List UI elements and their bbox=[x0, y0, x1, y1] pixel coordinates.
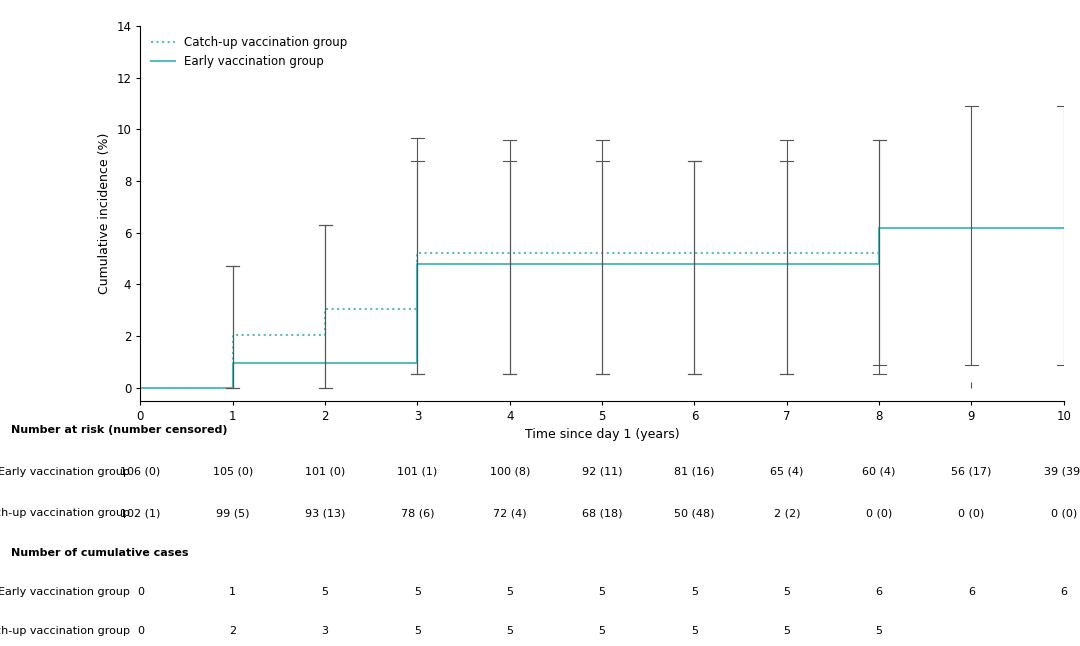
Text: 6: 6 bbox=[1061, 587, 1067, 597]
Text: 0 (0): 0 (0) bbox=[958, 508, 985, 519]
Text: 65 (4): 65 (4) bbox=[770, 466, 804, 477]
Text: 60 (4): 60 (4) bbox=[863, 466, 895, 477]
Text: 5: 5 bbox=[598, 587, 606, 597]
Text: 5: 5 bbox=[783, 626, 791, 636]
Text: 5: 5 bbox=[322, 587, 328, 597]
Text: Number at risk (number censored): Number at risk (number censored) bbox=[11, 425, 227, 435]
Text: 68 (18): 68 (18) bbox=[582, 508, 622, 519]
Text: 1: 1 bbox=[229, 587, 237, 597]
Text: 2 (2): 2 (2) bbox=[773, 508, 800, 519]
Legend: Catch-up vaccination group, Early vaccination group: Catch-up vaccination group, Early vaccin… bbox=[146, 32, 352, 73]
Text: 5: 5 bbox=[507, 587, 513, 597]
Text: 102 (1): 102 (1) bbox=[120, 508, 161, 519]
Text: 101 (1): 101 (1) bbox=[397, 466, 437, 477]
X-axis label: Time since day 1 (years): Time since day 1 (years) bbox=[525, 428, 679, 441]
Text: Early vaccination group: Early vaccination group bbox=[0, 466, 130, 477]
Text: 56 (17): 56 (17) bbox=[951, 466, 991, 477]
Text: 101 (0): 101 (0) bbox=[305, 466, 346, 477]
Text: 50 (48): 50 (48) bbox=[674, 508, 715, 519]
Text: 92 (11): 92 (11) bbox=[582, 466, 622, 477]
Text: 3: 3 bbox=[322, 626, 328, 636]
Y-axis label: Cumulative incidence (%): Cumulative incidence (%) bbox=[98, 132, 111, 294]
Text: 0 (0): 0 (0) bbox=[1051, 508, 1077, 519]
Text: 0 (0): 0 (0) bbox=[866, 508, 892, 519]
Text: Catch-up vaccination group: Catch-up vaccination group bbox=[0, 508, 130, 519]
Text: 72 (4): 72 (4) bbox=[492, 508, 527, 519]
Text: Early vaccination group: Early vaccination group bbox=[0, 587, 130, 597]
Text: 6: 6 bbox=[968, 587, 975, 597]
Text: 106 (0): 106 (0) bbox=[120, 466, 161, 477]
Text: 81 (16): 81 (16) bbox=[674, 466, 715, 477]
Text: 100 (8): 100 (8) bbox=[489, 466, 530, 477]
Text: 5: 5 bbox=[414, 626, 421, 636]
Text: Number of cumulative cases: Number of cumulative cases bbox=[11, 548, 188, 557]
Text: 5: 5 bbox=[783, 587, 791, 597]
Text: 5: 5 bbox=[876, 626, 882, 636]
Text: 5: 5 bbox=[598, 626, 606, 636]
Text: 5: 5 bbox=[414, 587, 421, 597]
Text: 105 (0): 105 (0) bbox=[213, 466, 253, 477]
Text: 5: 5 bbox=[507, 626, 513, 636]
Text: 99 (5): 99 (5) bbox=[216, 508, 249, 519]
Text: 0: 0 bbox=[137, 587, 144, 597]
Text: 0: 0 bbox=[137, 626, 144, 636]
Text: 5: 5 bbox=[691, 587, 698, 597]
Text: 93 (13): 93 (13) bbox=[305, 508, 346, 519]
Text: 39 (39): 39 (39) bbox=[1043, 466, 1080, 477]
Text: 5: 5 bbox=[691, 626, 698, 636]
Text: 6: 6 bbox=[876, 587, 882, 597]
Text: Catch-up vaccination group: Catch-up vaccination group bbox=[0, 626, 130, 636]
Text: 78 (6): 78 (6) bbox=[401, 508, 434, 519]
Text: 2: 2 bbox=[229, 626, 237, 636]
